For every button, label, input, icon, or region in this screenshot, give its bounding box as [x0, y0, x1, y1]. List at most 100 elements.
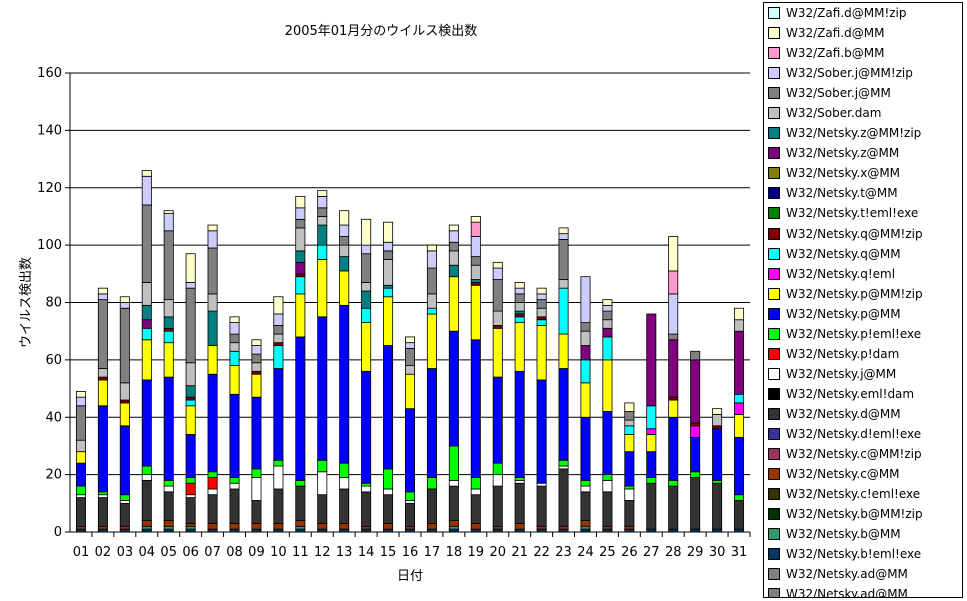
stacked-bar-chart: 0 20 40 60 80 100 120 140 160 01 02 03 04 05 06 07 08 09 1…: [19, 66, 751, 584]
legend-swatch: [768, 107, 780, 120]
bar-segment: [141, 379, 152, 467]
bar-segment: [185, 494, 196, 498]
bar-segment: [426, 250, 437, 269]
bar-segment: [712, 428, 723, 481]
legend-item: W32/Netsky.p!dam: [764, 344, 962, 364]
bar-segment: [185, 477, 196, 484]
bar-segment: [251, 468, 262, 478]
bar-segment: [580, 322, 591, 332]
bar-segment: [185, 396, 196, 401]
bar-segment: [383, 241, 394, 252]
bar-segment: [141, 304, 152, 321]
bar-segment: [361, 370, 372, 484]
bar-segment: [251, 345, 262, 355]
legend-label: W32/Netsky.q@MM: [786, 246, 901, 261]
bar-segment: [470, 494, 481, 524]
bar-segment: [668, 293, 679, 335]
bar-segment: [141, 327, 152, 341]
bar-segment: [404, 502, 416, 527]
bar-segment: [712, 425, 723, 430]
bar-segment: [229, 316, 240, 323]
bar-segment: [185, 385, 196, 398]
bar-segment: [97, 287, 108, 295]
bar-segment: [75, 485, 86, 496]
bar-segment: [141, 170, 152, 177]
bar-segment: [580, 345, 591, 361]
bar-segment: [624, 411, 635, 421]
bar-segment: [404, 500, 416, 504]
legend-swatch: [768, 87, 780, 100]
bar-segment: [317, 190, 328, 197]
bar-segment: [251, 362, 262, 372]
legend-item: W32/Netsky.b@MM!zip: [764, 504, 962, 524]
bar-segment: [75, 439, 86, 453]
bar-segment: [448, 520, 459, 527]
bar-segment: [273, 296, 284, 315]
bar-segment: [448, 230, 459, 243]
bar-segment: [470, 528, 481, 533]
bar-segment: [207, 230, 218, 249]
bar-segment: [229, 342, 240, 352]
x-tick-label: 18: [446, 545, 463, 560]
bar-segment: [163, 210, 174, 214]
legend-swatch: [768, 367, 780, 380]
bar-segment: [339, 224, 350, 237]
bar-segment: [317, 195, 328, 209]
bar-segment: [712, 408, 723, 415]
bar-segment: [404, 491, 416, 501]
bar-segment: [492, 376, 503, 464]
bar-segment: [668, 479, 679, 487]
legend-label: W32/Sober.dam: [786, 106, 882, 121]
bar-segment: [646, 313, 657, 407]
legend-item: W32/Zafi.b@MM: [764, 43, 962, 63]
bar-segment: [536, 299, 547, 309]
bar-segment: [97, 368, 108, 378]
bar-segment: [317, 259, 328, 318]
bar-segment: [448, 479, 459, 487]
bar-segment: [404, 342, 416, 349]
legend-swatch: [768, 287, 780, 300]
bar-segment: [185, 528, 196, 533]
bar-segment: [646, 434, 657, 453]
bar-segment: [317, 224, 328, 246]
bar-segment: [295, 250, 306, 263]
bar-segment: [536, 325, 547, 381]
legend-item: W32/Netsky.c@MM!zip: [764, 444, 962, 464]
bar-segment: [317, 522, 328, 530]
legend-label: W32/Netsky.t!eml!exe: [786, 206, 919, 221]
bar-segment: [448, 264, 459, 278]
bar-segment: [448, 525, 459, 530]
bar-segment: [558, 368, 569, 461]
bar-segment: [558, 468, 569, 527]
bar-segment: [536, 379, 547, 484]
bar-segment: [141, 175, 152, 206]
bar-segment: [119, 500, 130, 504]
legend-item: W32/Netsky.ad@MM: [764, 564, 962, 584]
bar-segment: [185, 497, 196, 524]
bar-segment: [470, 488, 481, 496]
bar-segment: [317, 528, 328, 533]
x-tick-label: 13: [336, 545, 353, 560]
legend-label: W32/Netsky.z@MM: [786, 146, 900, 161]
bar-segment: [97, 494, 108, 498]
bar-segment: [734, 319, 745, 332]
bar-segment: [361, 290, 372, 309]
y-tick-label: 20: [45, 468, 62, 483]
bar-segment: [668, 485, 679, 530]
bar-segment: [624, 402, 635, 412]
x-tick-label: 11: [292, 545, 309, 560]
bar-segment: [734, 307, 745, 321]
bar-segment: [580, 359, 591, 384]
bar-segment: [295, 485, 306, 521]
bar-segment: [514, 316, 525, 323]
legend-item: W32/Netsky.p@MM: [764, 304, 962, 324]
legend-swatch: [768, 347, 780, 360]
bar-segment: [448, 330, 459, 447]
bar-segment: [361, 322, 372, 372]
bar-segment: [404, 347, 416, 367]
y-tick-label: 140: [37, 123, 62, 138]
bar-segment: [492, 462, 503, 476]
bar-segment: [734, 330, 745, 395]
x-tick-label: 14: [358, 545, 375, 560]
chart-title: 2005年01月分のウイルス検出数: [284, 24, 478, 39]
